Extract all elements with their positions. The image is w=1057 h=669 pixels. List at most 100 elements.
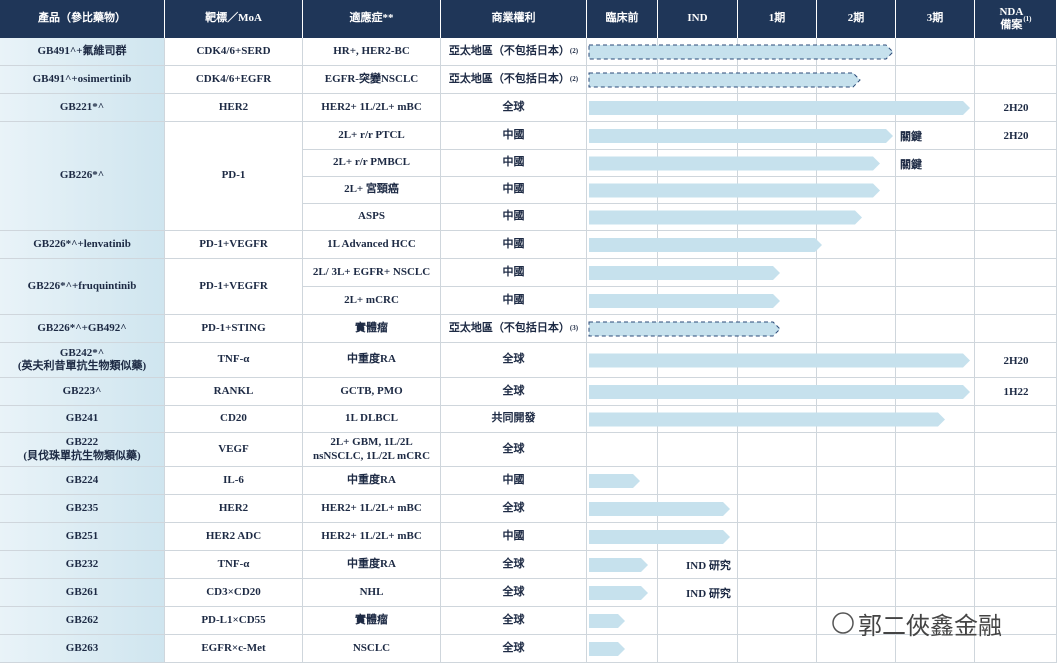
stage-cell bbox=[896, 150, 975, 177]
stage-cell bbox=[658, 579, 738, 607]
target: EGFR×c-Met bbox=[165, 635, 303, 663]
stage-cell bbox=[896, 287, 975, 315]
progress-arrow bbox=[589, 101, 970, 115]
progress-arrow bbox=[589, 502, 730, 516]
product-name: GB261 bbox=[0, 579, 165, 607]
indication: 2L+ r/r PMBCL bbox=[303, 150, 441, 177]
progress-arrow bbox=[588, 72, 861, 88]
stage-cell bbox=[896, 94, 975, 122]
target: PD-1+VEGFR bbox=[165, 259, 303, 315]
stage-cell bbox=[817, 467, 896, 495]
footnote-mark: (3) bbox=[569, 324, 579, 333]
progress-arrow bbox=[589, 266, 780, 280]
rights: 全球 bbox=[441, 343, 587, 378]
product-name: GB491^+osimertinib bbox=[0, 66, 165, 94]
stage-cell bbox=[896, 607, 975, 635]
stage-cell bbox=[817, 204, 896, 231]
progress-arrow bbox=[589, 294, 780, 308]
product-name: GB221*^ bbox=[0, 94, 165, 122]
stage-cell bbox=[817, 523, 896, 551]
target: PD-L1×CD55 bbox=[165, 607, 303, 635]
indication: GCTB, PMO bbox=[303, 378, 441, 406]
stage-cell bbox=[817, 551, 896, 579]
indication: 中重度RA bbox=[303, 551, 441, 579]
rights: 中國 bbox=[441, 204, 587, 231]
stage-cell bbox=[896, 523, 975, 551]
product-name: GB223^ bbox=[0, 378, 165, 406]
stage-cell bbox=[817, 231, 896, 259]
stage-cell bbox=[817, 315, 896, 343]
stage-cell bbox=[817, 433, 896, 467]
rights: 中國 bbox=[441, 467, 587, 495]
progress-arrow bbox=[588, 321, 781, 337]
stage-cell bbox=[658, 635, 738, 663]
target: CDK4/6+SERD bbox=[165, 38, 303, 66]
stage-cell bbox=[587, 433, 658, 467]
stage-cell bbox=[738, 433, 817, 467]
nda-date: 2H20 bbox=[1003, 354, 1029, 367]
header-cell: 2期 bbox=[817, 0, 896, 38]
rights: 亞太地區（不包括日本） (2) bbox=[441, 66, 587, 94]
stage-cell bbox=[738, 467, 817, 495]
stage-cell bbox=[817, 66, 896, 94]
rights: 亞太地區（不包括日本） (2) bbox=[441, 38, 587, 66]
indication: HR+, HER2-BC bbox=[303, 38, 441, 66]
stage-cell bbox=[587, 607, 658, 635]
stage-cell bbox=[896, 406, 975, 433]
stage-cell bbox=[896, 204, 975, 231]
rights: 共同開發 bbox=[441, 406, 587, 433]
stage-cell bbox=[896, 635, 975, 663]
progress-arrow bbox=[588, 44, 894, 60]
rights: 中國 bbox=[441, 177, 587, 204]
progress-arrow bbox=[589, 156, 880, 171]
watermark: 郭二俠鑫金融 bbox=[858, 612, 1002, 640]
indication: NSCLC bbox=[303, 635, 441, 663]
stage-cell bbox=[896, 231, 975, 259]
stage-cell bbox=[658, 523, 738, 551]
target: RANKL bbox=[165, 378, 303, 406]
product-name: GB235 bbox=[0, 495, 165, 523]
stage-status: IND 研究 bbox=[686, 588, 731, 600]
progress-arrow bbox=[589, 558, 648, 572]
rights: 中國 bbox=[441, 523, 587, 551]
indication: EGFR-突變NSCLC bbox=[303, 66, 441, 94]
stage-cell bbox=[896, 433, 975, 467]
indication: 1L DLBCL bbox=[303, 406, 441, 433]
watermark-icon bbox=[832, 612, 854, 634]
header-cell: NDA 備案 (1) bbox=[975, 0, 1057, 38]
header-cell: 產品（參比藥物） bbox=[0, 0, 165, 38]
stage-cell bbox=[896, 315, 975, 343]
indication: 2L+ 宮頸癌 bbox=[303, 177, 441, 204]
target: CD20 bbox=[165, 406, 303, 433]
product-name: GB224 bbox=[0, 467, 165, 495]
rights: 全球 bbox=[441, 607, 587, 635]
stage-cell bbox=[738, 551, 817, 579]
rights: 全球 bbox=[441, 579, 587, 607]
indication: 實體瘤 bbox=[303, 607, 441, 635]
target: PD-1 bbox=[165, 122, 303, 231]
stage-cell bbox=[587, 467, 658, 495]
indication: ASPS bbox=[303, 204, 441, 231]
stage-cell bbox=[896, 495, 975, 523]
target: CD3×CD20 bbox=[165, 579, 303, 607]
progress-arrow bbox=[589, 586, 648, 600]
product-name: GB222 (貝伐珠單抗生物類似藥) bbox=[0, 433, 165, 467]
stage-cell bbox=[658, 551, 738, 579]
nda-date: 1H22 bbox=[1003, 386, 1029, 398]
stage-cell bbox=[896, 66, 975, 94]
product-name: GB226*^+GB492^ bbox=[0, 315, 165, 343]
header-cell: 3期 bbox=[896, 0, 975, 38]
rights: 中國 bbox=[441, 150, 587, 177]
header-cell: 商業權利 bbox=[441, 0, 587, 38]
progress-arrow bbox=[589, 210, 862, 225]
rights: 全球 bbox=[441, 94, 587, 122]
stage-cell bbox=[738, 259, 817, 287]
indication: 中重度RA bbox=[303, 343, 441, 378]
target: HER2 bbox=[165, 94, 303, 122]
target: CDK4/6+EGFR bbox=[165, 66, 303, 94]
stage-cell bbox=[587, 551, 658, 579]
footnote-mark: (1) bbox=[1023, 14, 1032, 23]
progress-arrow bbox=[589, 614, 625, 628]
header-cell: 臨床前 bbox=[587, 0, 658, 38]
